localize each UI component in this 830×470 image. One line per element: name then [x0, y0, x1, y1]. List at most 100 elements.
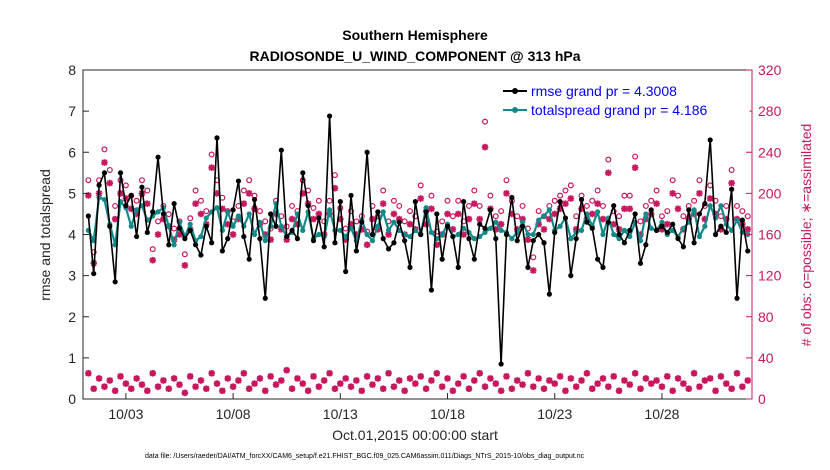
- obs-low-assimilated-marker-stroke: [203, 385, 210, 392]
- obs-low-assimilated-marker: [144, 387, 151, 395]
- obs-low-assimilated-marker: [739, 383, 746, 390]
- obs-assimilated-marker: [288, 215, 296, 223]
- legend: rmse grand pr = 4.3008 totalspread grand …: [496, 75, 750, 123]
- rmse-point: [182, 236, 188, 242]
- obs-assimilated-marker-stroke: [101, 159, 108, 166]
- obs-low-assimilated-marker-stroke: [272, 381, 280, 388]
- obs-possible-marker: [739, 208, 746, 215]
- obs-possible-marker: [155, 218, 162, 225]
- obs-low-assimilated-marker: [594, 380, 601, 387]
- obs-low-assimilated-marker: [278, 377, 285, 384]
- rmse-point: [589, 225, 595, 231]
- rmse-point: [171, 201, 177, 207]
- obs-low-assimilated-marker-stroke: [476, 370, 483, 377]
- rmse-point: [664, 229, 670, 236]
- y-right-tick-label: 160: [758, 227, 782, 243]
- obs-low-assimilated-marker: [503, 373, 510, 380]
- rmse-point: [273, 223, 279, 229]
- obs-low-assimilated-marker-stroke: [138, 381, 146, 388]
- obs-low-assimilated-marker-stroke: [599, 375, 607, 382]
- obs-assimilated-marker: [664, 220, 671, 228]
- obs-low-assimilated-marker-stroke: [315, 383, 322, 390]
- obs-low-assimilated-marker-stroke: [90, 385, 97, 392]
- obs-assimilated-marker-stroke: [707, 195, 714, 202]
- rmse-point: [187, 227, 193, 233]
- obs-possible-marker: [310, 204, 317, 211]
- obs-possible-marker: [439, 218, 446, 225]
- obs-low-assimilated-marker: [487, 375, 494, 382]
- obs-low-assimilated-marker: [744, 377, 752, 384]
- obs-low-assimilated-marker-stroke: [653, 377, 660, 384]
- obs-low-assimilated-marker: [669, 387, 676, 395]
- obs-low-assimilated-marker-stroke: [326, 370, 333, 377]
- obs-possible-marker: [664, 208, 671, 215]
- obs-low-assimilated-marker-stroke: [385, 370, 392, 377]
- obs-low-assimilated-marker: [369, 381, 376, 388]
- obs-assimilated-marker-stroke: [589, 210, 596, 218]
- totalspread-point: [509, 236, 515, 242]
- obs-low-assimilated-marker: [551, 380, 559, 387]
- obs-assimilated-marker-stroke: [112, 215, 119, 223]
- obs-assimilated-marker: [588, 210, 596, 218]
- totalspread-point: [691, 207, 697, 213]
- obs-assimilated-marker-stroke: [380, 200, 387, 207]
- obs-low-assimilated-marker-stroke: [428, 377, 435, 384]
- rmse-point: [123, 203, 129, 209]
- obs-assimilated-marker-stroke: [664, 221, 671, 228]
- obs-low-assimilated-marker-stroke: [685, 385, 692, 392]
- obs-low-assimilated-marker: [256, 375, 264, 382]
- rmse-point: [568, 273, 574, 279]
- obs-low-assimilated-marker: [417, 373, 425, 380]
- obs-possible-marker: [246, 177, 253, 184]
- rmse-point: [455, 264, 461, 270]
- obs-low-assimilated-marker: [460, 373, 467, 380]
- totalspread-point: [166, 223, 172, 229]
- obs-low-assimilated-marker: [235, 377, 242, 384]
- rmse-point: [300, 170, 306, 176]
- totalspread-point: [482, 229, 488, 236]
- obs-low-assimilated-marker-stroke: [133, 375, 140, 382]
- obs-low-assimilated-marker-stroke: [380, 385, 387, 392]
- obs-low-assimilated-marker-stroke: [213, 380, 221, 387]
- totalspread-point: [648, 225, 654, 231]
- totalspread-point: [428, 229, 435, 236]
- obs-low-assimilated-marker-stroke: [283, 367, 290, 374]
- obs-low-assimilated-marker: [385, 369, 392, 377]
- obs-low-assimilated-marker-stroke: [176, 381, 183, 388]
- obs-low-assimilated-marker: [117, 373, 124, 380]
- totalspread-point: [578, 227, 585, 233]
- obs-assimilated-marker-stroke: [562, 200, 569, 207]
- obs-assimilated-marker: [481, 143, 489, 151]
- totalspread-point: [536, 217, 542, 223]
- obs-possible-marker: [149, 246, 156, 253]
- obs-low-assimilated-marker-stroke: [417, 373, 424, 380]
- obs-low-assimilated-marker-stroke: [535, 375, 542, 382]
- obs-possible-marker: [192, 187, 199, 194]
- obs-possible-marker: [583, 202, 590, 209]
- obs-low-assimilated-marker-stroke: [524, 370, 532, 377]
- rmse-point: [251, 196, 258, 203]
- obs-low-assimilated-marker: [337, 380, 344, 387]
- totalspread-point: [487, 225, 494, 231]
- obs-assimilated-marker-stroke: [744, 226, 751, 233]
- y-tick-label: 8: [68, 62, 76, 78]
- obs-assimilated-marker-stroke: [674, 205, 682, 212]
- obs-low-assimilated-marker: [583, 369, 591, 377]
- obs-assimilated-marker-stroke: [181, 262, 188, 269]
- obs-assimilated-marker-stroke: [696, 190, 703, 197]
- totalspread-point: [343, 233, 349, 240]
- obs-low-assimilated-marker: [428, 377, 435, 384]
- rmse-point: [246, 256, 252, 262]
- y-tick-label: 4: [68, 227, 76, 243]
- y-axis-right-label: # of obs: o=possible; ∗=assimilated: [798, 124, 814, 347]
- obs-possible-marker: [187, 215, 194, 222]
- obs-possible-marker: [503, 177, 510, 184]
- totalspread-point: [595, 209, 601, 215]
- rmse-point: [686, 207, 692, 213]
- obs-low-assimilated-marker: [240, 369, 248, 377]
- obs-low-assimilated-marker-stroke: [567, 375, 574, 382]
- obs-assimilated-marker: [669, 190, 676, 197]
- rmse-point: [530, 238, 536, 244]
- obs-assimilated-marker: [363, 241, 371, 249]
- obs-assimilated-marker: [529, 267, 537, 274]
